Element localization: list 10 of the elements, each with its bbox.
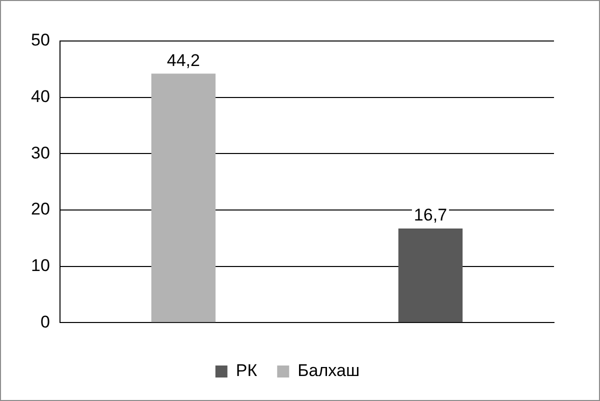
y-tick-label: 10 [30, 256, 50, 275]
y-tick-label: 50 [30, 30, 50, 50]
y-tick-label: 20 [30, 200, 50, 219]
legend-label: РК [236, 361, 258, 380]
data-label: 16,7 [414, 206, 448, 225]
y-tick-label: 0 [40, 312, 50, 332]
y-tick-label: 40 [30, 87, 50, 106]
legend-label: Балхаш [298, 361, 360, 380]
data-label: 44,2 [166, 50, 200, 70]
y-tick-label: 30 [30, 143, 50, 162]
